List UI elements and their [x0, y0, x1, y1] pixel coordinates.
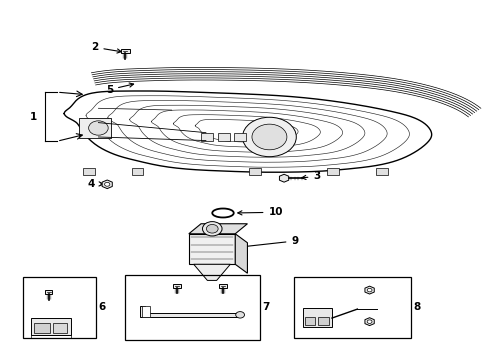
Text: 1: 1	[30, 112, 37, 122]
Bar	[305, 318, 316, 325]
Circle shape	[202, 222, 222, 236]
Bar	[143, 306, 150, 317]
Bar	[303, 309, 332, 327]
Text: 10: 10	[238, 207, 283, 217]
Circle shape	[206, 225, 218, 233]
Bar	[376, 168, 388, 175]
Polygon shape	[279, 174, 289, 182]
Bar	[53, 323, 67, 333]
Circle shape	[367, 320, 372, 323]
Polygon shape	[189, 224, 247, 234]
Bar	[234, 134, 246, 141]
Polygon shape	[365, 318, 374, 325]
Circle shape	[236, 312, 245, 318]
Bar	[189, 234, 235, 264]
Polygon shape	[194, 264, 230, 280]
Bar	[125, 275, 260, 339]
Bar	[327, 168, 339, 175]
Bar	[83, 168, 95, 175]
FancyBboxPatch shape	[45, 290, 52, 294]
Text: 6: 6	[98, 302, 106, 312]
Bar	[318, 318, 329, 325]
Bar	[31, 318, 71, 335]
Polygon shape	[235, 234, 247, 273]
Text: 2: 2	[91, 42, 122, 53]
Text: 5: 5	[106, 83, 134, 95]
Circle shape	[104, 183, 110, 186]
Text: 7: 7	[262, 302, 270, 312]
Polygon shape	[365, 286, 374, 294]
FancyBboxPatch shape	[219, 284, 227, 288]
Text: 8: 8	[414, 302, 421, 312]
Bar	[132, 168, 144, 175]
Bar	[23, 277, 96, 338]
Circle shape	[243, 117, 296, 157]
Polygon shape	[140, 306, 240, 317]
FancyBboxPatch shape	[172, 284, 180, 288]
Bar	[34, 323, 49, 333]
Circle shape	[89, 121, 108, 135]
Text: 9: 9	[241, 236, 298, 249]
Text: 4: 4	[88, 179, 103, 189]
Bar	[218, 134, 230, 141]
Bar	[294, 277, 411, 338]
Polygon shape	[64, 91, 432, 172]
Circle shape	[367, 288, 372, 292]
Polygon shape	[102, 180, 112, 189]
Text: 3: 3	[302, 171, 320, 181]
Bar	[201, 134, 213, 141]
Bar	[249, 168, 261, 175]
Circle shape	[252, 124, 287, 150]
FancyBboxPatch shape	[79, 118, 111, 138]
FancyBboxPatch shape	[121, 49, 130, 53]
